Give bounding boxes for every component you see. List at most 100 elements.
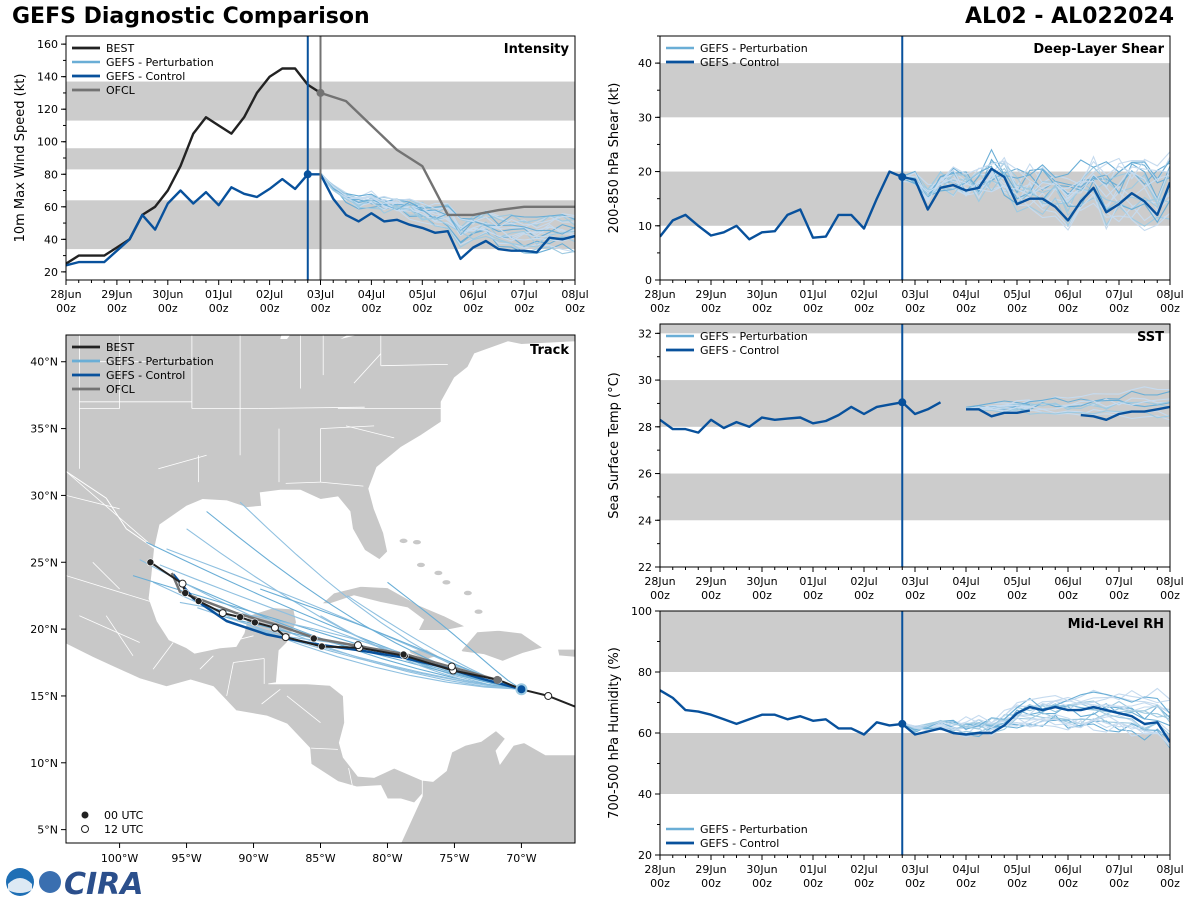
- intensity-best-line: [66, 67, 322, 265]
- intensity-perturbation-member-line: [320, 174, 575, 242]
- shear-x-tick-label-hour: 00z: [752, 302, 772, 315]
- track-point-00utc: [236, 613, 244, 621]
- sst-perturbation-member-line: [965, 399, 1030, 410]
- shear-control-init-marker: [898, 172, 907, 181]
- country-border-line: [66, 471, 158, 551]
- country-border-line: [152, 642, 174, 670]
- sst-y-tick-label: 26: [638, 468, 652, 481]
- great-lakes-water: [340, 335, 358, 339]
- rh-perturbation-member-line: [902, 712, 1170, 736]
- shear-x-tick-label-hour: 00z: [650, 302, 670, 315]
- sst-x-tick-label-hour: 00z: [1007, 589, 1027, 602]
- country-border-line: [79, 615, 140, 643]
- cuba-island: [320, 585, 467, 631]
- hispaniola-island: [460, 629, 544, 662]
- country-border-line: [226, 662, 234, 696]
- shear-x-tick-label-date: 07Jul: [1105, 288, 1132, 301]
- track-lat-tick-label: 30°N: [30, 489, 58, 502]
- state-border-line: [353, 353, 382, 384]
- rh-x-tick-label-hour: 00z: [1109, 877, 1129, 890]
- country-border-line: [92, 562, 120, 590]
- track-lon-tick-label: 95°W: [171, 852, 201, 865]
- sst-x-tick-label-hour: 00z: [803, 589, 823, 602]
- rh-x-tick-label-hour: 00z: [854, 877, 874, 890]
- sst-x-tick-label-hour: 00z: [752, 589, 772, 602]
- sst-x-tick-label-date: 28Jun: [644, 575, 675, 588]
- shear-perturbation-member-line: [902, 160, 1170, 202]
- intensity-x-tick-label-hour: 00z: [565, 302, 585, 315]
- shear-x-tick-label-hour: 00z: [854, 302, 874, 315]
- bahamas-island: [442, 580, 451, 585]
- track-best-line: [149, 561, 549, 697]
- intensity-legend-label: BEST: [106, 42, 134, 55]
- intensity-x-tick-label-date: 30Jun: [152, 288, 183, 301]
- intensity-x-tick-label-hour: 00z: [514, 302, 534, 315]
- shear-x-tick-label-date: 28Jun: [644, 288, 675, 301]
- shear-y-tick-label: 10: [638, 220, 652, 233]
- rh-y-axis-label: 700-500 hPa Humidity (%): [607, 647, 622, 819]
- track-lon-tick-label: 90°W: [238, 852, 268, 865]
- rh-x-tick-label-hour: 00z: [752, 877, 772, 890]
- sst-y-tick-label: 30: [638, 374, 652, 387]
- intensity-perturbation-member-line: [320, 174, 575, 242]
- rh-shade-band: [660, 611, 1170, 672]
- cira-logo-text: CIRA: [64, 867, 144, 900]
- sst-x-tick-label-hour: 00z: [956, 589, 976, 602]
- great-lakes-water: [280, 335, 291, 339]
- rh-x-tick-label-hour: 00z: [650, 877, 670, 890]
- track-point-00utc: [399, 650, 408, 659]
- country-border-line: [233, 658, 265, 663]
- sst-gefs-control-line: [966, 408, 1031, 418]
- bahamas-island: [463, 590, 472, 596]
- rh-perturbation-member-line: [902, 691, 1170, 731]
- sst-x-tick-label-date: 30Jun: [746, 575, 777, 588]
- intensity-x-tick-label-date: 07Jul: [510, 288, 537, 301]
- rh-x-tick-label-date: 04Jul: [952, 863, 979, 876]
- state-border-line: [285, 481, 321, 484]
- sst-x-tick-label-hour: 00z: [905, 589, 925, 602]
- intensity-y-tick-label: 20: [44, 266, 58, 279]
- rh-x-tick-label-hour: 00z: [956, 877, 976, 890]
- sst-x-tick-label-date: 02Jul: [850, 575, 877, 588]
- globe-icon: [39, 871, 61, 893]
- track-point-00utc: [310, 634, 318, 643]
- rh-x-tick-label-date: 03Jul: [901, 863, 928, 876]
- track-legend-12utc-marker: [81, 825, 89, 833]
- noaa-wave-icon: [8, 878, 32, 893]
- rh-chart: 2040608010028Jun00z29Jun00z30Jun00z01Jul…: [607, 605, 1184, 890]
- shear-chart: 01020304028Jun00z29Jun00z30Jun00z01Jul00…: [607, 35, 1184, 315]
- country-border-line: [226, 635, 254, 643]
- intensity-perturbation-member-line: [320, 173, 575, 228]
- rh-legend-label: GEFS - Perturbation: [700, 823, 808, 836]
- intensity-x-tick-label-date: 29Jun: [101, 288, 132, 301]
- sst-x-tick-label-date: 01Jul: [799, 575, 826, 588]
- rh-x-tick-label-hour: 00z: [701, 877, 721, 890]
- sst-x-tick-label-date: 07Jul: [1105, 575, 1132, 588]
- rh-x-tick-label-date: 07Jul: [1105, 863, 1132, 876]
- rh-perturbation-member-line: [902, 716, 1170, 745]
- rh-y-tick-label: 100: [631, 605, 652, 618]
- country-border-line: [105, 615, 134, 657]
- cira-logo: CIRA: [6, 867, 144, 900]
- shear-y-tick-label: 0: [645, 274, 652, 287]
- sst-perturbation-member-line: [965, 407, 1170, 421]
- shear-shade-band: [660, 63, 1170, 118]
- us-mexico-border: [66, 470, 158, 551]
- intensity-perturbation-member-line: [320, 172, 575, 226]
- intensity-x-tick-label-date: 01Jul: [205, 288, 232, 301]
- shear-x-tick-label-hour: 00z: [803, 302, 823, 315]
- track-point-00utc: [194, 597, 203, 605]
- sst-y-tick-label: 28: [638, 421, 652, 434]
- track-lat-tick-label: 20°N: [30, 623, 58, 636]
- sst-shade-band: [660, 380, 1170, 427]
- state-border-line: [345, 425, 395, 439]
- shear-x-tick-label-hour: 00z: [956, 302, 976, 315]
- intensity-x-tick-label-hour: 00z: [412, 302, 432, 315]
- rh-gefs-control-line: [660, 689, 1170, 743]
- track-point-12utc: [218, 609, 227, 618]
- shear-perturbation-member-line: [902, 176, 1170, 227]
- rh-x-tick-label-hour: 00z: [803, 877, 823, 890]
- track-panel-title: Track: [530, 343, 569, 358]
- sst-perturbation-member-line: [965, 397, 1170, 410]
